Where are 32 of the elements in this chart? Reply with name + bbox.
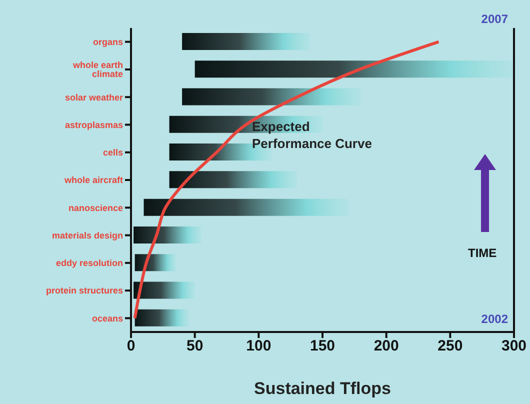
bar: [169, 171, 297, 188]
x-tick-label: 0: [126, 338, 136, 355]
series-label: Expected Performance Curve: [252, 118, 373, 152]
y-tick-label: whole aircraft: [63, 175, 123, 186]
y-tick-label: solar weather: [64, 92, 124, 102]
bar: [182, 88, 361, 106]
x-tick-label: 250: [438, 338, 463, 355]
y-tick-label: materials design: [52, 230, 123, 240]
bar: [134, 309, 188, 326]
x-tick-label: 300: [501, 338, 527, 355]
y-tick-label: whole earth climate: [72, 60, 123, 80]
x-tick-label: 150: [310, 338, 336, 355]
bar: [182, 33, 310, 50]
y-tick-label: eddy resolution: [56, 258, 123, 268]
y-tick-label: astroplasmas: [64, 120, 123, 130]
x-tick-label: 100: [246, 338, 272, 355]
y-tick-label: oceans: [92, 313, 123, 324]
text: 2007: [481, 12, 508, 26]
x-tick-label: 200: [374, 338, 399, 355]
bar: [194, 60, 514, 78]
bar: [144, 198, 348, 216]
y2-axis-title: TIME: [468, 246, 497, 260]
annotation: 2002: [481, 312, 508, 326]
x-tick-label: 50: [186, 338, 204, 355]
x-axis-title: Sustained Tflops: [254, 379, 391, 398]
bar: [134, 282, 195, 299]
y-tick-label: organs: [92, 37, 123, 48]
y-tick-label: cells: [102, 148, 123, 158]
y-tick-label: protein structures: [46, 286, 123, 296]
bar: [134, 226, 202, 244]
y-tick-label: nanoscience: [68, 202, 123, 213]
bar: [134, 254, 176, 272]
